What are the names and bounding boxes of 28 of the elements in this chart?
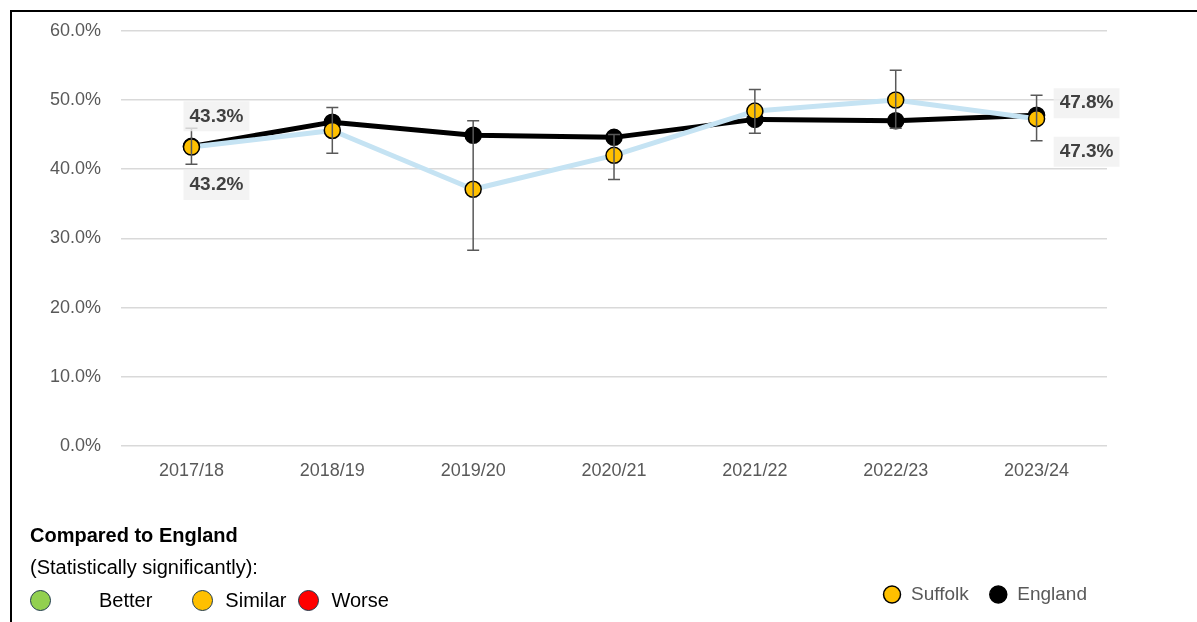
y-tick-label: 60.0% <box>49 19 102 40</box>
x-tick-label: 2020/21 <box>581 459 647 480</box>
y-tick-label: 30.0% <box>49 227 102 248</box>
y-tick-label: 50.0% <box>49 88 102 109</box>
data-label: 43.2% <box>189 173 244 195</box>
x-tick-label: 2023/24 <box>1004 459 1070 480</box>
point <box>323 121 342 140</box>
y-tick-label: 10.0% <box>49 365 102 386</box>
text: Better <box>99 589 153 613</box>
y-tick-label: 20.0% <box>49 296 102 317</box>
y-tick-label: 0.0% <box>60 434 102 455</box>
text: Compared to England <box>30 524 239 547</box>
legend-label: Suffolk <box>911 582 970 604</box>
text: (Statistically significantly): <box>30 556 259 579</box>
point <box>1027 109 1046 128</box>
legend-label: England <box>1017 582 1088 604</box>
x-tick-label: 2019/20 <box>440 459 506 480</box>
data-label: 47.3% <box>1059 139 1114 161</box>
text: Similar <box>225 589 287 613</box>
x-tick-label: 2022/23 <box>863 459 929 480</box>
x-tick-label: 2017/18 <box>158 459 224 480</box>
data-label: 47.8% <box>1059 91 1114 113</box>
text: Worse <box>331 589 389 613</box>
x-tick-label: 2021/22 <box>722 459 788 480</box>
data-label: 43.3% <box>189 104 244 126</box>
x-tick-label: 2018/19 <box>299 459 365 480</box>
point <box>886 91 905 109</box>
y-tick-label: 40.0% <box>49 158 102 179</box>
